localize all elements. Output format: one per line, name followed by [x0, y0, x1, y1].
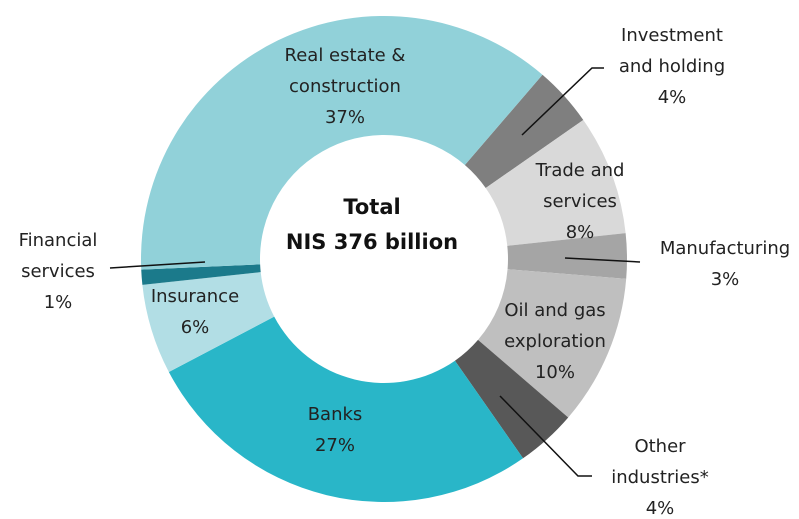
slice: [485, 119, 626, 246]
value-label: 37%: [324, 107, 365, 128]
value-label: 27%: [314, 435, 355, 456]
slice-label: Financial services 1%: [8, 225, 108, 318]
slice-label: Banks 27%: [275, 399, 395, 461]
slice-label: Insurance 6%: [135, 281, 255, 343]
slice-label: Trade and services 8%: [525, 155, 635, 248]
slice-label: Other industries* 4%: [605, 431, 715, 519]
slice: [454, 339, 569, 459]
slice-label: Real estate & construction 37%: [270, 40, 420, 133]
value-label: 4%: [645, 498, 675, 519]
slice: [478, 269, 627, 418]
value-label: 3%: [710, 269, 740, 290]
value-label: 1%: [43, 292, 73, 313]
leader-line: [109, 261, 206, 269]
leader-line: [564, 257, 641, 263]
value-label: 4%: [657, 87, 687, 108]
slice: [141, 16, 543, 270]
leader-line: [521, 67, 604, 136]
slice: [507, 233, 627, 279]
value-label: 10%: [534, 362, 575, 383]
center-label: Total NIS 376 billion: [286, 190, 458, 260]
category-name: Other industries*: [611, 436, 709, 488]
category-name: Real estate & construction: [284, 45, 406, 97]
slice: [168, 316, 524, 502]
category-name: Insurance: [150, 286, 240, 307]
category-name: Banks: [307, 404, 363, 425]
slice: [464, 74, 584, 189]
center-line: Total: [343, 195, 401, 219]
category-name: Financial services: [18, 230, 98, 282]
slice-label: Manufacturing 3%: [645, 233, 799, 295]
center-line: NIS 376 billion: [285, 230, 459, 254]
category-name: Manufacturing: [659, 238, 791, 259]
value-label: 6%: [180, 317, 210, 338]
slice-label: Oil and gas exploration 10%: [490, 295, 620, 388]
category-name: Investment and holding: [618, 25, 726, 77]
category-name: Trade and services: [535, 160, 625, 212]
category-name: Oil and gas exploration: [504, 300, 606, 352]
slice: [142, 272, 275, 372]
slice: [141, 264, 261, 285]
leader-line: [499, 395, 592, 477]
value-label: 8%: [565, 222, 595, 243]
slice-label: Investment and holding 4%: [607, 20, 737, 113]
